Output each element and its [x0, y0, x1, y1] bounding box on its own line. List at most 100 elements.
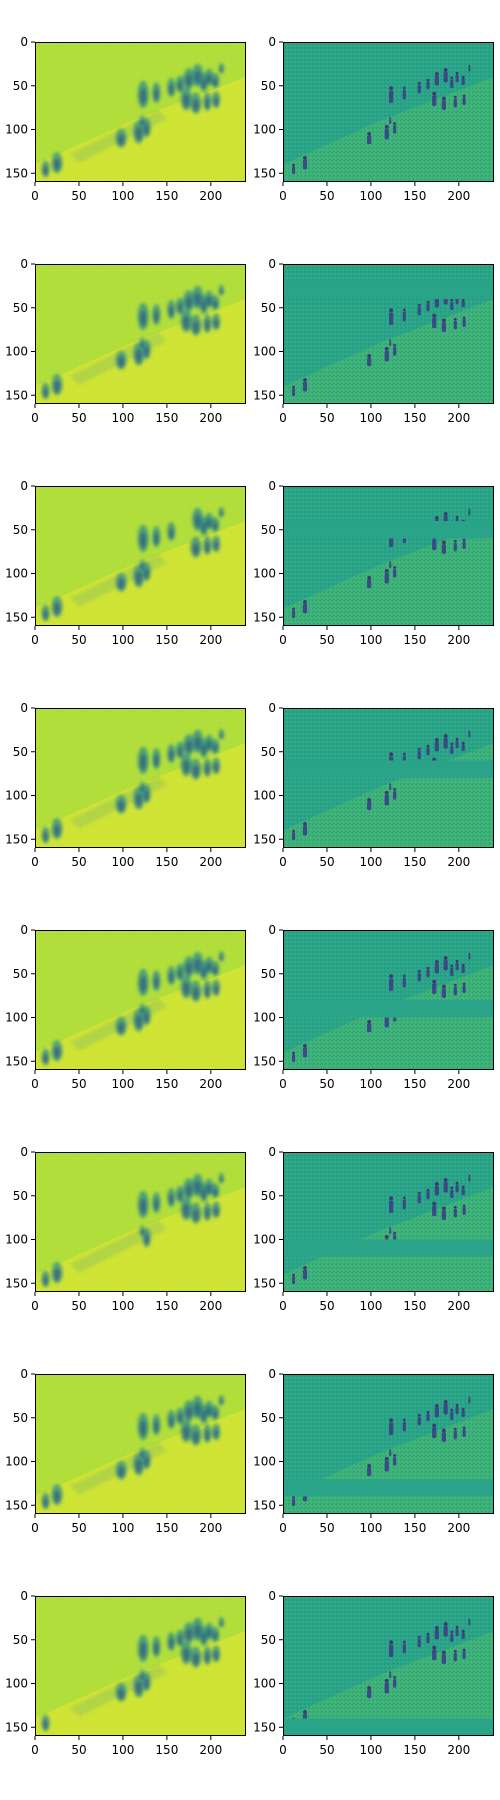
y-tick-label: 50: [261, 1189, 276, 1203]
x-tick-label: 50: [71, 189, 86, 203]
x-tick-label: 0: [31, 189, 39, 203]
y-tick-label: 0: [268, 1145, 276, 1159]
x-tick-label: 50: [319, 1743, 334, 1757]
x-tick-label: 150: [403, 1299, 426, 1313]
x-tick-label: 100: [111, 1521, 134, 1535]
heatmap-panel: 0 50 100 150 200 0 50 100 150: [5, 1589, 246, 1757]
y-tick-label: 150: [5, 1054, 28, 1068]
y-tick-label: 50: [261, 523, 276, 537]
x-tick-label: 150: [403, 1521, 426, 1535]
y-tick-label: 50: [13, 1189, 28, 1203]
x-tick-label: 100: [359, 855, 382, 869]
x-tick-label: 50: [319, 1521, 334, 1535]
y-tick-label: 150: [253, 610, 276, 624]
x-tick-label: 0: [31, 1521, 39, 1535]
x-tick-label: 150: [155, 855, 178, 869]
x-tick-label: 50: [71, 1299, 86, 1313]
x-tick-label: 50: [71, 1077, 86, 1091]
x-tick-label: 50: [71, 855, 86, 869]
y-tick-label: 0: [268, 923, 276, 937]
x-tick-label: 200: [199, 1521, 222, 1535]
y-tick-label: 50: [13, 967, 28, 981]
y-tick-label: 150: [253, 1498, 276, 1512]
x-tick-label: 150: [403, 189, 426, 203]
y-tick-label: 100: [253, 1677, 276, 1691]
x-tick-label: 200: [199, 855, 222, 869]
y-tick-label: 100: [253, 345, 276, 359]
x-tick-label: 100: [359, 1299, 382, 1313]
y-tick-label: 100: [5, 567, 28, 581]
x-tick-label: 0: [31, 1299, 39, 1313]
y-tick-label: 150: [5, 832, 28, 846]
y-tick-label: 100: [253, 1455, 276, 1469]
y-tick-label: 100: [5, 1233, 28, 1247]
y-tick-label: 150: [5, 388, 28, 402]
x-tick-label: 100: [359, 411, 382, 425]
y-tick-label: 100: [253, 123, 276, 137]
x-tick-label: 200: [199, 189, 222, 203]
heatmap-panel: 0 50 100 150 200 0 50 100 150: [253, 1145, 494, 1313]
x-tick-label: 100: [111, 1743, 134, 1757]
x-tick-label: 50: [319, 633, 334, 647]
x-tick-label: 150: [155, 411, 178, 425]
y-tick-label: 0: [268, 479, 276, 493]
x-tick-label: 0: [31, 1743, 39, 1757]
x-tick-label: 0: [31, 855, 39, 869]
x-tick-label: 50: [71, 1521, 86, 1535]
x-tick-label: 100: [111, 411, 134, 425]
y-tick-label: 100: [5, 1011, 28, 1025]
x-tick-label: 150: [403, 411, 426, 425]
y-tick-label: 100: [5, 1677, 28, 1691]
x-tick-label: 200: [199, 411, 222, 425]
x-tick-label: 0: [279, 1743, 287, 1757]
x-tick-label: 0: [279, 633, 287, 647]
x-tick-label: 150: [403, 1743, 426, 1757]
y-tick-label: 0: [268, 35, 276, 49]
y-tick-label: 0: [20, 1589, 28, 1603]
x-tick-label: 200: [447, 1077, 470, 1091]
y-tick-label: 0: [20, 35, 28, 49]
y-tick-label: 0: [20, 1367, 28, 1381]
x-tick-label: 50: [319, 855, 334, 869]
y-tick-label: 150: [5, 166, 28, 180]
x-tick-label: 0: [31, 1077, 39, 1091]
x-tick-label: 0: [31, 411, 39, 425]
x-tick-label: 0: [279, 855, 287, 869]
x-tick-label: 100: [359, 1521, 382, 1535]
x-tick-label: 150: [155, 633, 178, 647]
y-tick-label: 0: [268, 257, 276, 271]
heatmap-panel: 0 50 100 150 200 0 50 100 150: [5, 701, 246, 869]
y-tick-label: 150: [5, 1276, 28, 1290]
heatmap-panel: 0 50 100 150 200 0 50 100 150: [5, 35, 246, 203]
masked-band: [283, 1000, 494, 1018]
x-tick-label: 100: [111, 1299, 134, 1313]
x-tick-label: 50: [71, 1743, 86, 1757]
x-tick-label: 150: [403, 855, 426, 869]
y-tick-label: 150: [253, 166, 276, 180]
x-tick-label: 50: [71, 411, 86, 425]
x-tick-label: 200: [199, 1743, 222, 1757]
y-tick-label: 0: [268, 1589, 276, 1603]
x-tick-label: 150: [155, 1077, 178, 1091]
x-tick-label: 0: [31, 633, 39, 647]
y-tick-label: 0: [20, 479, 28, 493]
heatmap-panel: 0 50 100 150 200 0 50 100 150: [253, 1367, 494, 1535]
y-tick-label: 150: [253, 1276, 276, 1290]
x-tick-label: 150: [155, 1743, 178, 1757]
x-tick-label: 100: [111, 1077, 134, 1091]
y-tick-label: 50: [261, 967, 276, 981]
y-tick-label: 100: [5, 345, 28, 359]
y-tick-label: 0: [268, 701, 276, 715]
y-tick-label: 50: [261, 301, 276, 315]
x-tick-label: 0: [279, 1299, 287, 1313]
x-tick-label: 100: [359, 1077, 382, 1091]
x-tick-label: 200: [447, 411, 470, 425]
x-tick-label: 50: [319, 189, 334, 203]
heatmap-panel: 0 50 100 150 200 0 50 100 150: [253, 923, 494, 1091]
x-tick-label: 200: [447, 1299, 470, 1313]
heatmap-panel: 0 50 100 150 200 0 50 100 150: [253, 1589, 494, 1757]
y-tick-label: 50: [13, 745, 28, 759]
x-tick-label: 50: [319, 411, 334, 425]
y-tick-label: 50: [261, 1411, 276, 1425]
y-tick-label: 50: [261, 745, 276, 759]
